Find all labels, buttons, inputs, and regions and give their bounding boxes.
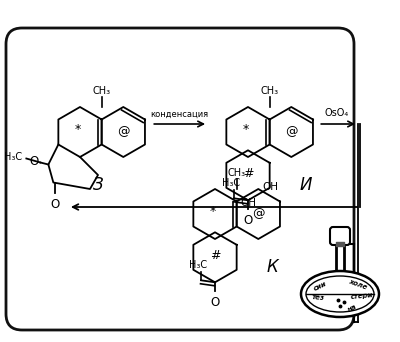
Text: конденсация: конденсация [150,110,209,119]
Text: OsO₄: OsO₄ [324,108,348,118]
Text: И: И [299,176,312,194]
Text: OH: OH [262,182,278,192]
Text: на: на [346,303,358,313]
Ellipse shape [301,271,379,317]
Text: O: O [243,214,253,227]
Text: H₃C: H₃C [222,178,240,188]
Text: OH: OH [241,198,257,209]
Text: *: * [75,123,81,136]
Text: сии: сии [312,280,328,292]
Text: #: # [210,249,220,262]
Text: холе: холе [348,278,368,290]
FancyBboxPatch shape [6,28,354,330]
Text: O: O [30,155,39,168]
Text: *: * [243,123,249,136]
Text: стери: стери [350,292,374,300]
Text: К: К [266,258,278,276]
Text: H₃C: H₃C [4,153,22,162]
Text: тез: тез [311,294,325,302]
Text: @: @ [117,126,130,139]
Text: CH₃: CH₃ [92,86,111,96]
Text: @: @ [285,126,298,139]
Text: CH₃: CH₃ [260,86,279,96]
Text: O: O [210,296,220,309]
Text: #: # [243,167,253,180]
Text: O: O [51,197,60,210]
Text: *: * [210,206,216,219]
FancyBboxPatch shape [330,227,350,245]
Text: З: З [93,176,103,194]
Text: H₃C: H₃C [189,260,207,270]
Ellipse shape [306,276,374,312]
Text: CH₃: CH₃ [228,168,246,178]
Text: @: @ [252,208,264,221]
